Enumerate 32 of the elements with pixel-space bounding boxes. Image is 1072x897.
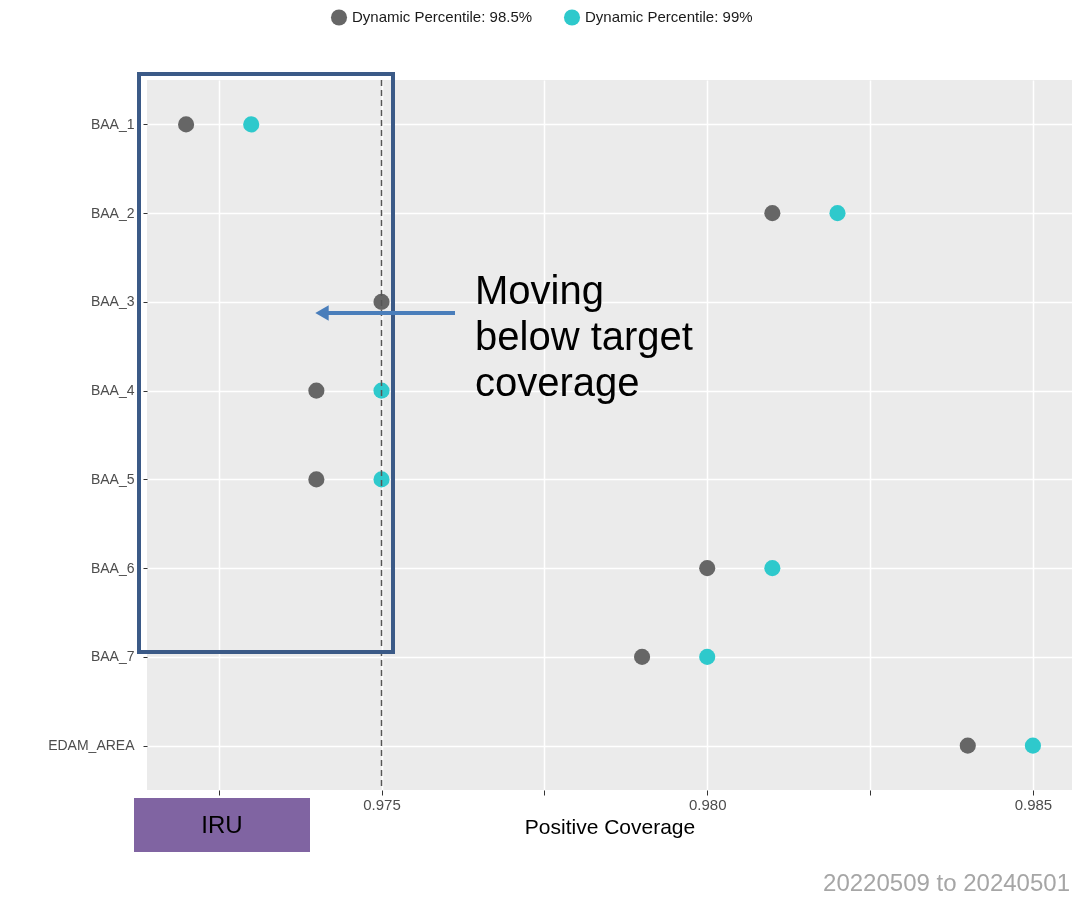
legend-label: Dynamic Percentile: 99% [585, 8, 753, 26]
point [764, 560, 781, 577]
y-tick-label: BAA_7 [90, 648, 135, 665]
point [178, 116, 195, 133]
point [373, 382, 390, 399]
point [829, 205, 846, 222]
y-tick-label: BAA_4 [90, 382, 135, 399]
y-tick-label: BAA_1 [90, 115, 135, 132]
y-tick-label: EDAM_AREA [48, 737, 136, 754]
legend-label: Dynamic Percentile: 98.5% [352, 8, 533, 26]
point [308, 382, 325, 399]
annotation: Moving below target coverage [475, 268, 693, 404]
point [373, 471, 390, 488]
x-tick-label: 0.975 [363, 795, 401, 813]
y-tick-label: BAA_5 [90, 470, 135, 487]
point [243, 116, 260, 133]
point [764, 205, 781, 222]
point [308, 471, 325, 488]
x-tick-label: 0.985 [1014, 795, 1053, 813]
y-tick-label: BAA_3 [90, 293, 135, 310]
point [959, 737, 976, 754]
point [699, 560, 716, 577]
text: IRU [201, 811, 243, 838]
x-axis-title: Positive Coverage [524, 814, 696, 838]
point [699, 648, 716, 665]
text: 20220509 to 20240501 [823, 869, 1070, 896]
y-tick-label: BAA_6 [90, 559, 135, 576]
point [634, 648, 651, 665]
point [1024, 737, 1041, 754]
x-tick-label: 0.980 [688, 795, 727, 813]
point [373, 293, 390, 310]
y-tick-label: BAA_2 [90, 204, 135, 221]
